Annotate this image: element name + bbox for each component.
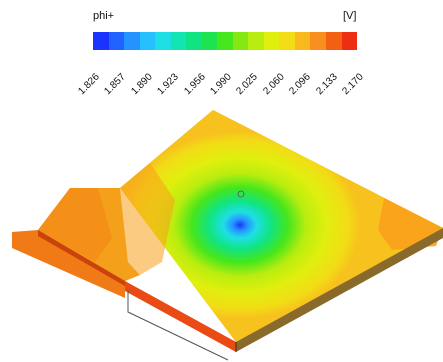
- colorbar-swatch: [341, 32, 358, 50]
- colorbar-swatch: [170, 32, 187, 50]
- colorbar-swatch: [294, 32, 311, 50]
- colorbar-swatch: [232, 32, 249, 50]
- colorbar-swatch: [186, 32, 202, 50]
- plate-front-face: [125, 281, 236, 352]
- tab-front-face: [12, 230, 125, 298]
- probe-marker: [237, 190, 245, 198]
- tab-top-shade: [38, 188, 112, 262]
- colorbar-swatch: [139, 32, 156, 50]
- colorbar-swatch: [310, 32, 326, 50]
- colorbar-swatch: [108, 32, 125, 50]
- colorbar-swatch: [124, 32, 140, 50]
- colorbar-swatch: [263, 32, 280, 50]
- plate-right-face: [236, 228, 443, 352]
- potential-field: [120, 110, 443, 342]
- variable-label: phi+: [93, 10, 115, 22]
- unit-label: [V]: [343, 10, 357, 22]
- hidden-region-outline: [127, 290, 229, 361]
- colorbar-swatch: [155, 32, 171, 50]
- colorbar-swatch: [93, 32, 109, 50]
- colorbar-swatch: [201, 32, 218, 50]
- colorbar-swatch: [217, 32, 233, 50]
- colorbar: [93, 32, 358, 50]
- colorbar-swatch: [279, 32, 295, 50]
- colorbar-swatch: [325, 32, 342, 50]
- tab-edge-face: [38, 230, 125, 286]
- corner-region-left: [120, 163, 175, 275]
- colorbar-swatch: [248, 32, 264, 50]
